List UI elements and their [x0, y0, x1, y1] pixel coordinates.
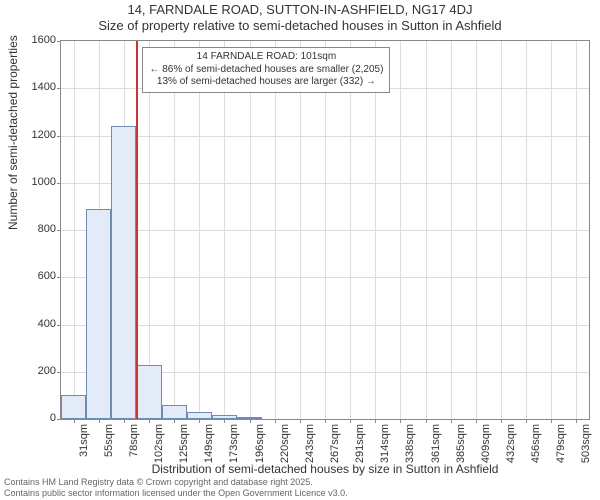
gridline-h	[61, 136, 589, 137]
chart-footer: Contains HM Land Registry data © Crown c…	[4, 477, 348, 498]
ytick-mark	[57, 136, 61, 137]
gridline-h	[61, 183, 589, 184]
xtick-label: 503sqm	[580, 424, 592, 464]
ytick-label: 1200	[8, 129, 56, 141]
footer-line-1: Contains HM Land Registry data © Crown c…	[4, 477, 348, 487]
xtick-label: 125sqm	[178, 424, 190, 464]
xtick-mark	[174, 419, 175, 423]
xtick-label: 361sqm	[430, 424, 442, 464]
xtick-mark	[551, 419, 552, 423]
property-size-histogram: 14, FARNDALE ROAD, SUTTON-IN-ASHFIELD, N…	[0, 0, 600, 500]
xtick-label: 31sqm	[78, 424, 90, 464]
ytick-label: 200	[8, 365, 56, 377]
xtick-label: 409sqm	[480, 424, 492, 464]
ytick-mark	[57, 419, 61, 420]
xtick-mark	[74, 419, 75, 423]
gridline-h	[61, 230, 589, 231]
histogram-bar	[212, 415, 237, 419]
annotation-line-2: ← 86% of semi-detached houses are smalle…	[149, 64, 383, 77]
xtick-mark	[149, 419, 150, 423]
chart-title-sub: Size of property relative to semi-detach…	[0, 18, 600, 33]
footer-line-2: Contains public sector information licen…	[4, 488, 348, 498]
histogram-bar	[237, 417, 262, 419]
xtick-label: 456sqm	[530, 424, 542, 464]
ytick-label: 1600	[8, 34, 56, 46]
xtick-label: 173sqm	[228, 424, 240, 464]
histogram-bar	[136, 365, 161, 419]
ytick-label: 0	[8, 412, 56, 424]
gridline-h	[61, 325, 589, 326]
ytick-mark	[57, 183, 61, 184]
ytick-label: 1400	[8, 81, 56, 93]
plot-area: 14 FARNDALE ROAD: 101sqm← 86% of semi-de…	[60, 40, 590, 420]
xtick-label: 314sqm	[379, 424, 391, 464]
xtick-mark	[451, 419, 452, 423]
xtick-mark	[501, 419, 502, 423]
ytick-mark	[57, 41, 61, 42]
xtick-label: 291sqm	[354, 424, 366, 464]
xtick-label: 149sqm	[203, 424, 215, 464]
xtick-mark	[199, 419, 200, 423]
xtick-label: 55sqm	[103, 424, 115, 464]
xtick-mark	[375, 419, 376, 423]
histogram-bar	[111, 126, 136, 419]
xtick-mark	[526, 419, 527, 423]
x-axis-title: Distribution of semi-detached houses by …	[60, 462, 590, 476]
ytick-label: 800	[8, 223, 56, 235]
ytick-mark	[57, 88, 61, 89]
chart-title-main: 14, FARNDALE ROAD, SUTTON-IN-ASHFIELD, N…	[0, 2, 600, 17]
xtick-mark	[250, 419, 251, 423]
xtick-label: 243sqm	[304, 424, 316, 464]
ytick-mark	[57, 277, 61, 278]
xtick-mark	[426, 419, 427, 423]
annotation-line-3: 13% of semi-detached houses are larger (…	[149, 76, 383, 89]
xtick-mark	[576, 419, 577, 423]
xtick-label: 78sqm	[128, 424, 140, 464]
xtick-label: 432sqm	[505, 424, 517, 464]
xtick-label: 220sqm	[279, 424, 291, 464]
xtick-mark	[224, 419, 225, 423]
xtick-label: 267sqm	[329, 424, 341, 464]
xtick-mark	[300, 419, 301, 423]
ytick-mark	[57, 325, 61, 326]
xtick-mark	[476, 419, 477, 423]
annotation-box: 14 FARNDALE ROAD: 101sqm← 86% of semi-de…	[142, 47, 390, 93]
xtick-label: 385sqm	[455, 424, 467, 464]
ytick-mark	[57, 372, 61, 373]
ytick-mark	[57, 230, 61, 231]
subject-property-marker	[136, 41, 138, 419]
xtick-mark	[99, 419, 100, 423]
gridline-h	[61, 277, 589, 278]
xtick-label: 479sqm	[555, 424, 567, 464]
xtick-mark	[275, 419, 276, 423]
ytick-label: 600	[8, 270, 56, 282]
xtick-label: 196sqm	[254, 424, 266, 464]
histogram-bar	[162, 405, 187, 419]
xtick-mark	[325, 419, 326, 423]
annotation-line-1: 14 FARNDALE ROAD: 101sqm	[149, 51, 383, 64]
xtick-mark	[350, 419, 351, 423]
xtick-label: 102sqm	[153, 424, 165, 464]
histogram-bar	[61, 395, 86, 419]
ytick-label: 1000	[8, 176, 56, 188]
xtick-mark	[124, 419, 125, 423]
histogram-bar	[187, 412, 212, 419]
xtick-label: 338sqm	[404, 424, 416, 464]
xtick-mark	[400, 419, 401, 423]
histogram-bar	[86, 209, 111, 419]
ytick-label: 400	[8, 318, 56, 330]
